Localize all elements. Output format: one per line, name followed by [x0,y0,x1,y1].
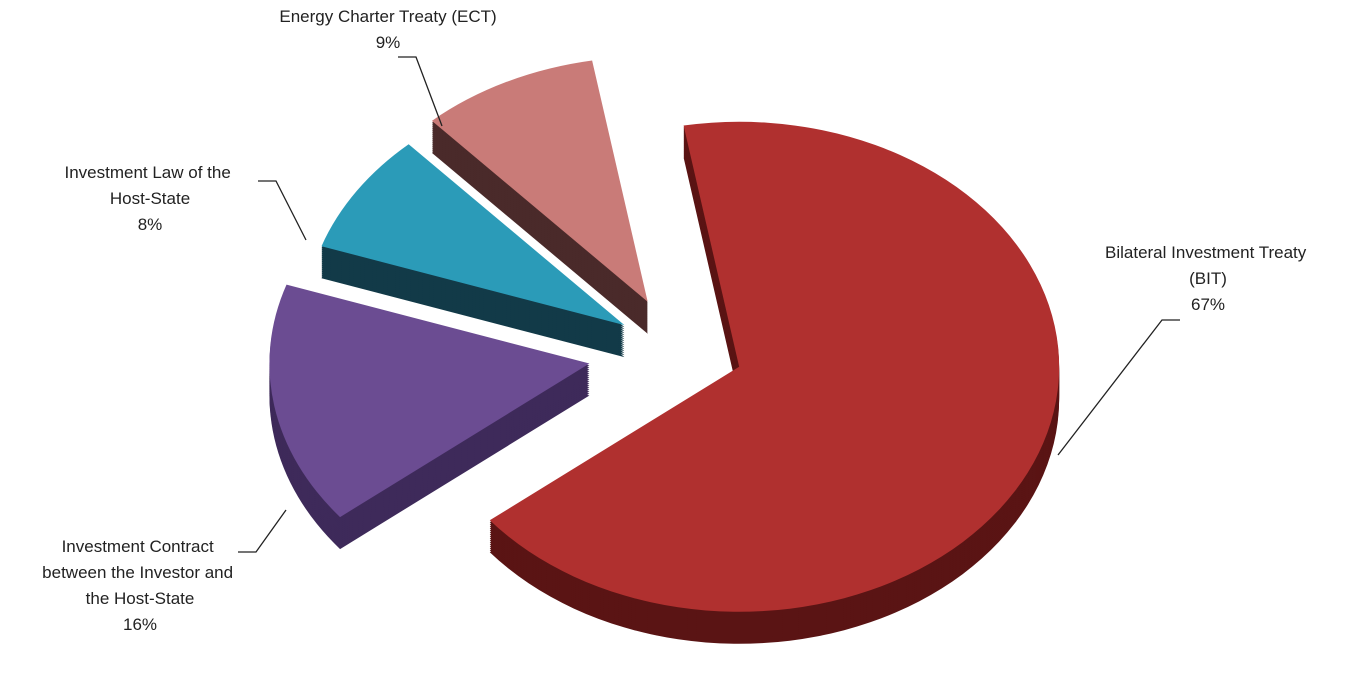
value-label: 9% [376,33,401,52]
category-label: Bilateral Investment Treaty (BIT) [1105,243,1311,288]
value-label: 8% [138,215,163,234]
category-label: Investment Contract between the Investor… [42,537,238,608]
slice [431,60,648,302]
slice [269,284,590,518]
slice [321,144,625,326]
category-label: Investment Law of the Host-State [64,163,235,208]
label-line: Energy Charter Treaty (ECT) [279,7,496,26]
leader-line [238,509,287,553]
leader-line [258,180,307,241]
slice [489,121,1060,612]
label-line: Bilateral Investment Treaty [1105,243,1311,262]
label-line: Investment Law of the [64,163,235,182]
label-line: (BIT) [1189,269,1227,288]
value-label: 16% [123,615,157,634]
category-label: Energy Charter Treaty (ECT) [279,7,496,26]
value-label: 67% [1191,295,1225,314]
label-line: Host-State [110,189,190,208]
leader-line [1057,319,1180,456]
label-line: Investment Contract [62,537,219,556]
label-line: between the Investor and [42,563,238,582]
leader-line [398,56,443,127]
label-line: the Host-State [86,589,195,608]
